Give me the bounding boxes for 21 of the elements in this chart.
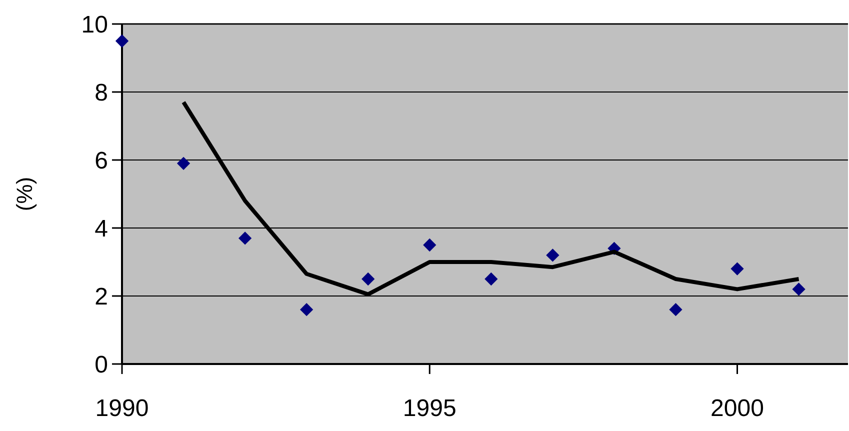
point [730,262,744,276]
point [300,303,314,316]
x-tick-label: 2000 [710,395,764,422]
point [238,232,252,245]
y-tick-label: 6 [94,147,108,174]
y-tick-label: 10 [81,11,108,38]
point [362,272,375,286]
point [423,238,436,252]
y-tick-label: 8 [94,79,108,106]
y-tick-label: 0 [94,351,108,378]
point [176,156,190,170]
x-tick-label: 1990 [95,395,149,422]
point [115,34,129,48]
point [546,248,560,262]
y-tick-label: 4 [94,215,108,242]
point [669,303,682,316]
y-tick-label: 2 [94,283,108,310]
point [484,272,498,286]
point [792,282,806,296]
x-tick-label: 1995 [402,395,456,422]
y-axis-title: (%) [12,176,37,212]
